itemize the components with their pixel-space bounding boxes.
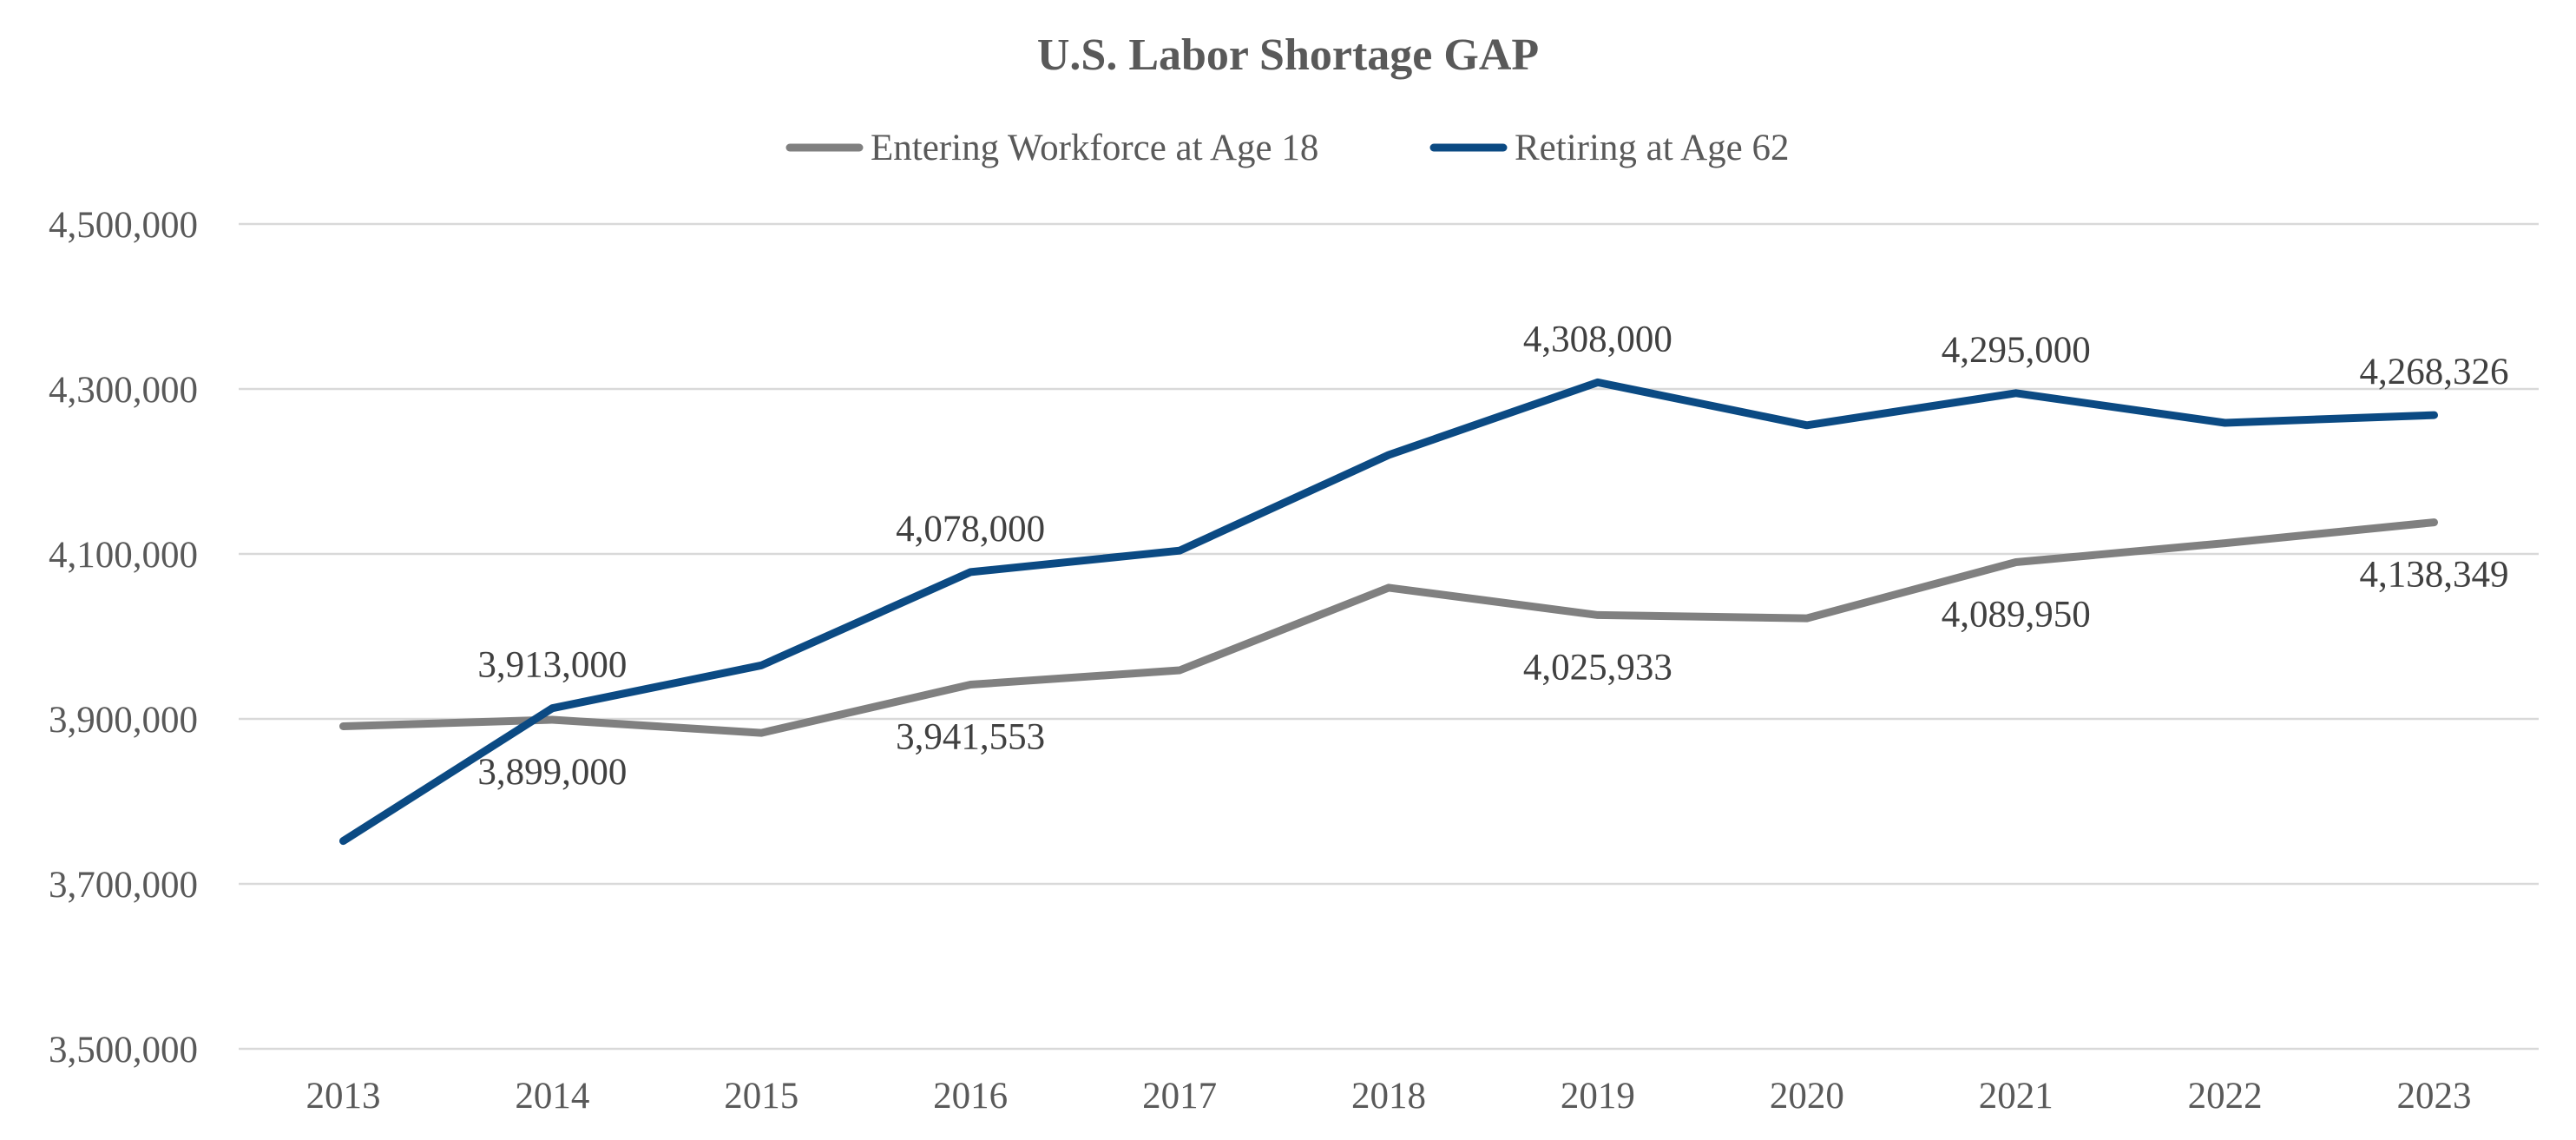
y-tick-label: 3,900,000 (49, 700, 198, 741)
y-tick-label: 4,100,000 (49, 535, 198, 576)
y-tick-label: 4,500,000 (49, 205, 198, 246)
x-tick-label: 2020 (1770, 1076, 1844, 1117)
chart-title: U.S. Labor Shortage GAP (1037, 30, 1539, 80)
gridlines (239, 222, 2539, 1051)
legend: Entering Workforce at Age 18 Retiring at… (785, 128, 1789, 168)
x-tick-label: 2014 (515, 1076, 589, 1117)
x-tick-label: 2015 (724, 1076, 798, 1117)
legend-label-retiring: Retiring at Age 62 (1515, 128, 1789, 168)
y-tick-label: 4,300,000 (49, 370, 198, 411)
x-tick-label: 2023 (2397, 1076, 2472, 1117)
x-tick-label: 2019 (1561, 1076, 1635, 1117)
x-axis: 2013 2014 2015 2016 2017 2018 2019 2020 2021 2022… (306, 1076, 2471, 1117)
data-label: 3,941,553 (896, 717, 1045, 758)
legend-item-entering-workforce: Entering Workforce at Age 18 (785, 128, 1318, 168)
data-label: 4,295,000 (1942, 330, 2091, 371)
data-label: 3,899,000 (477, 752, 627, 793)
x-tick-label: 2021 (1979, 1076, 2054, 1117)
data-label: 4,268,326 (2360, 352, 2509, 392)
data-label: 3,913,000 (477, 645, 627, 686)
y-axis: 3,500,000 3,700,000 3,900,000 4,100,000 4,30… (49, 205, 198, 1071)
x-tick-label: 2022 (2188, 1076, 2263, 1117)
x-tick-label: 2016 (933, 1076, 1008, 1117)
x-tick-label: 2018 (1351, 1076, 1426, 1117)
legend-item-retiring: Retiring at Age 62 (1429, 128, 1789, 168)
data-labels: 3,899,000 3,941,553 4,025,933 4,089,950 4,13… (477, 319, 2508, 793)
legend-label-entering-workforce: Entering Workforce at Age 18 (871, 128, 1318, 168)
x-tick-label: 2013 (306, 1076, 380, 1117)
data-label: 4,138,349 (2360, 555, 2509, 596)
y-tick-label: 3,500,000 (49, 1030, 198, 1071)
data-label: 4,089,950 (1942, 595, 2091, 636)
series-line-retiring (339, 378, 2438, 846)
data-label: 4,025,933 (1523, 647, 1672, 688)
x-tick-label: 2017 (1142, 1076, 1217, 1117)
y-tick-label: 3,700,000 (49, 865, 198, 906)
data-label: 4,308,000 (1523, 319, 1672, 359)
series-layer (339, 378, 2438, 846)
data-label: 4,078,000 (896, 509, 1045, 550)
